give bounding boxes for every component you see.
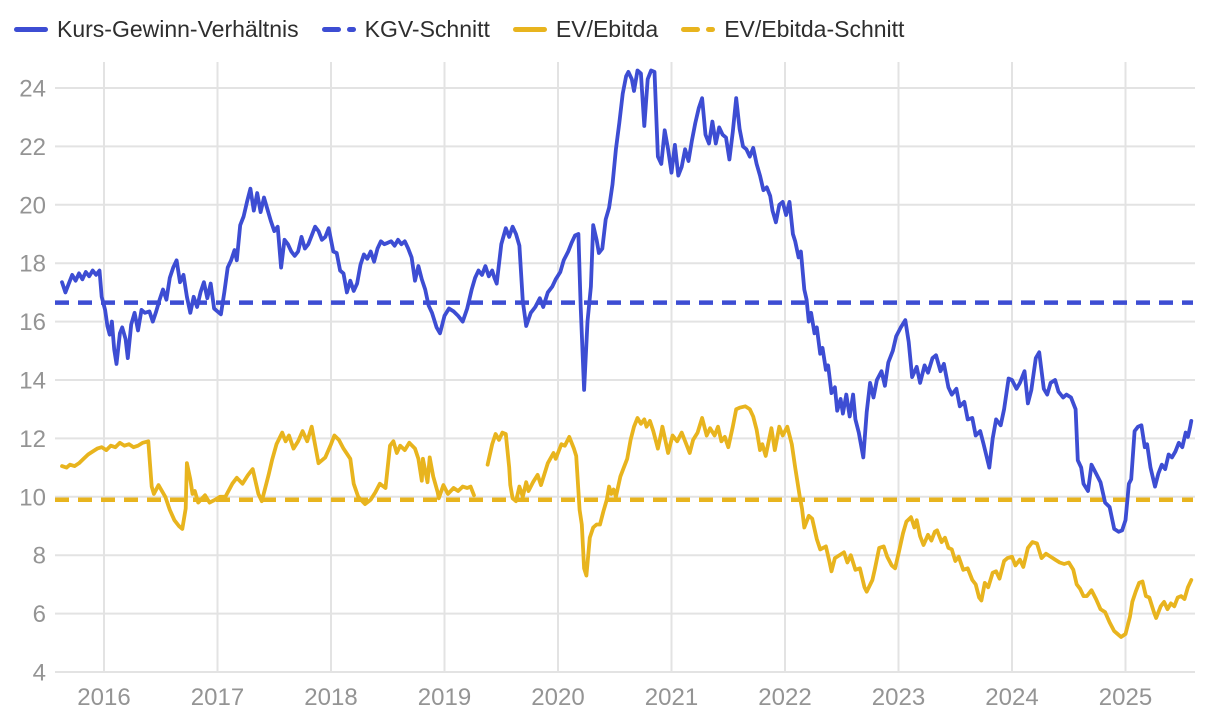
y-tick-label: 16 xyxy=(19,309,46,336)
x-tick-label: 2021 xyxy=(645,684,698,711)
x-tick-label: 2020 xyxy=(531,684,584,711)
y-tick-label: 8 xyxy=(33,543,46,570)
y-tick-label: 18 xyxy=(19,251,46,278)
legend-item-ev-ebitda[interactable]: EV/Ebitda xyxy=(512,16,659,43)
x-tick-label: 2023 xyxy=(872,684,925,711)
series-line-ev-ebitda xyxy=(60,424,476,531)
y-tick-label: 12 xyxy=(19,426,46,453)
legend: Kurs-Gewinn-Verhältnis KGV-Schnitt EV/Eb… xyxy=(14,16,904,43)
x-tick-label: 2016 xyxy=(77,684,130,711)
legend-label-ev-ebitda-schnitt: EV/Ebitda-Schnitt xyxy=(724,16,905,42)
x-tick-label: 2018 xyxy=(304,684,357,711)
x-tick-label: 2022 xyxy=(758,684,811,711)
y-tick-label: 6 xyxy=(33,601,46,628)
legend-label-kgv-schnitt: KGV-Schnitt xyxy=(364,16,490,42)
legend-label-ev-ebitda: EV/Ebitda xyxy=(555,16,659,42)
y-tick-label: 10 xyxy=(19,484,46,511)
legend-item-kgv[interactable]: Kurs-Gewinn-Verhältnis xyxy=(14,16,299,43)
legend-item-ev-ebitda-schnitt[interactable]: EV/Ebitda-Schnitt xyxy=(681,16,904,43)
y-tick-label: 4 xyxy=(33,660,46,687)
ev-ebitda-dashed-line-icon xyxy=(681,27,716,32)
y-tick-label: 14 xyxy=(19,368,46,395)
y-tick-label: 24 xyxy=(19,76,46,103)
legend-item-kgv-schnitt[interactable]: KGV-Schnitt xyxy=(321,16,490,43)
kgv-dashed-line-icon xyxy=(321,27,356,32)
kgv-solid-line-icon xyxy=(14,27,48,32)
x-tick-label: 2025 xyxy=(1099,684,1152,711)
x-tick-label: 2019 xyxy=(418,684,471,711)
legend-label-kgv: Kurs-Gewinn-Verhältnis xyxy=(57,16,299,42)
x-tick-label: 2017 xyxy=(191,684,244,711)
series-line-ev-ebitda xyxy=(485,404,1194,639)
series-line-kurs-gewinn-verh-ltnis xyxy=(60,68,1194,534)
x-tick-label: 2024 xyxy=(985,684,1038,711)
y-tick-label: 22 xyxy=(19,134,46,161)
ev-ebitda-solid-line-icon xyxy=(512,27,547,32)
y-tick-label: 20 xyxy=(19,192,46,219)
